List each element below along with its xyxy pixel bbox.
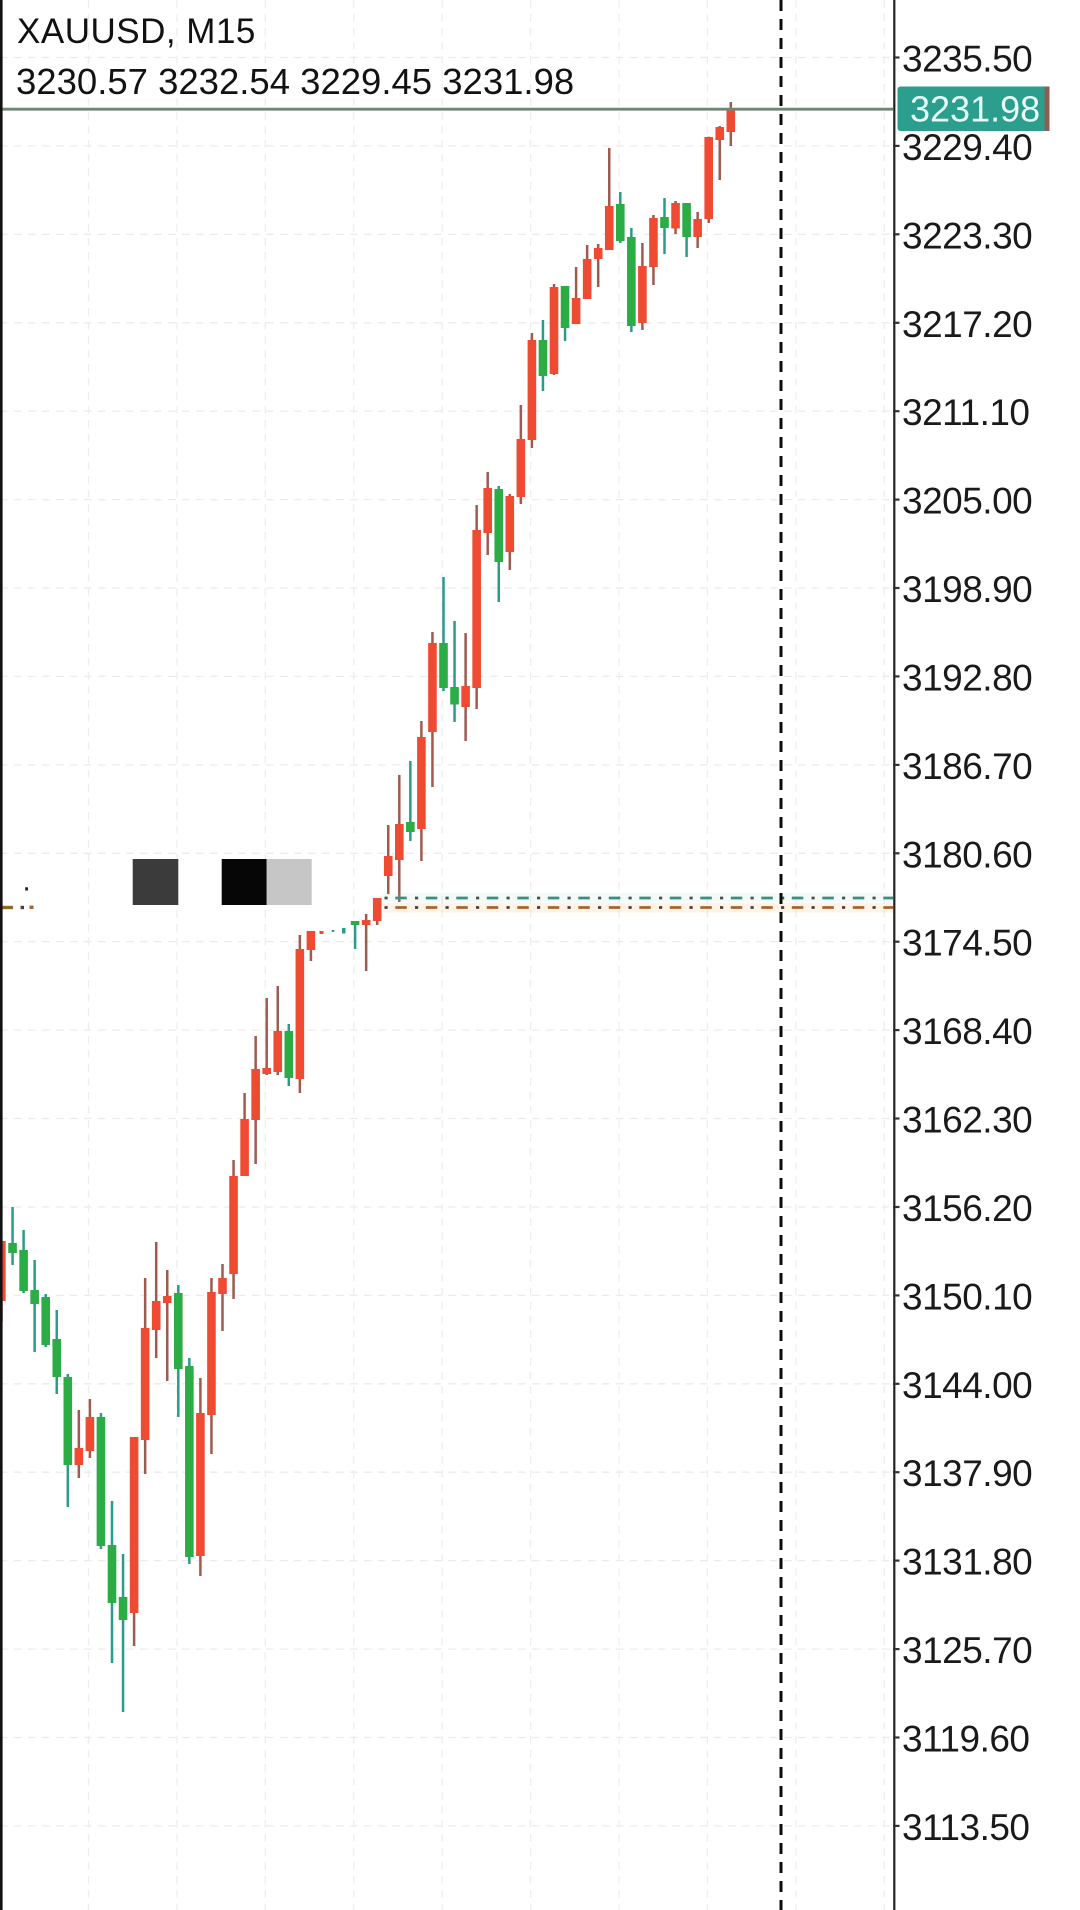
svg-text:3144.00: 3144.00 [902,1365,1032,1406]
svg-text:3186.70: 3186.70 [902,746,1032,787]
svg-text:3229.40: 3229.40 [902,127,1032,168]
svg-text:3162.30: 3162.30 [902,1100,1032,1141]
svg-text:3205.00: 3205.00 [902,481,1032,522]
svg-text:3211.10: 3211.10 [902,392,1030,433]
svg-text:3131.80: 3131.80 [902,1542,1032,1583]
svg-text:3168.40: 3168.40 [902,1011,1032,1052]
svg-text:3223.30: 3223.30 [902,215,1032,256]
svg-text:3113.50: 3113.50 [902,1807,1030,1848]
svg-text:3150.10: 3150.10 [902,1276,1032,1317]
svg-text:3235.50: 3235.50 [902,39,1032,80]
svg-text:3174.50: 3174.50 [902,923,1032,964]
svg-text:3125.70: 3125.70 [902,1630,1032,1671]
svg-text:3192.80: 3192.80 [902,657,1032,698]
svg-text:3156.20: 3156.20 [902,1188,1032,1229]
svg-text:3198.90: 3198.90 [902,569,1032,610]
svg-text:3180.60: 3180.60 [902,834,1032,875]
svg-text:3217.20: 3217.20 [902,304,1032,345]
svg-text:3137.90: 3137.90 [902,1453,1032,1494]
svg-text:3231.98: 3231.98 [910,89,1040,130]
svg-text:3119.60: 3119.60 [902,1719,1030,1760]
